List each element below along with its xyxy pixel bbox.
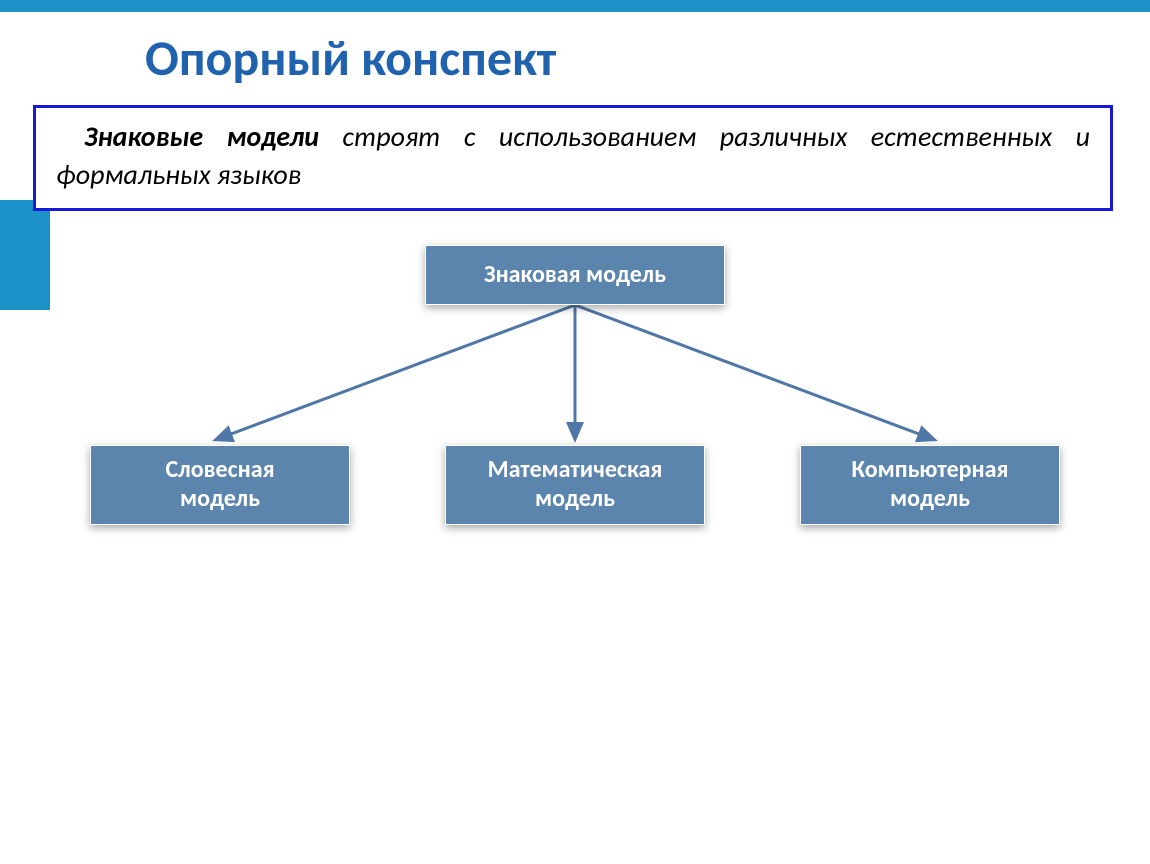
diagram-child-node-2: Компьютернаямодель [800, 445, 1060, 525]
top-accent-bar [0, 0, 1150, 12]
description-lead: Знаковые модели [84, 119, 319, 154]
diagram-child-node-1: Математическаямодель [445, 445, 705, 525]
diagram-root-node: Знаковая модель [425, 245, 725, 305]
description-box: Знаковые модели строят с использованием … [33, 105, 1113, 211]
description-text: Знаковые модели строят с использованием … [56, 118, 1090, 194]
slide-title: Опорный конспект [145, 28, 556, 89]
diagram-child-node-0: Словеснаямодель [90, 445, 350, 525]
tree-diagram: Знаковая модель Словеснаямодель Математиче… [0, 230, 1150, 560]
